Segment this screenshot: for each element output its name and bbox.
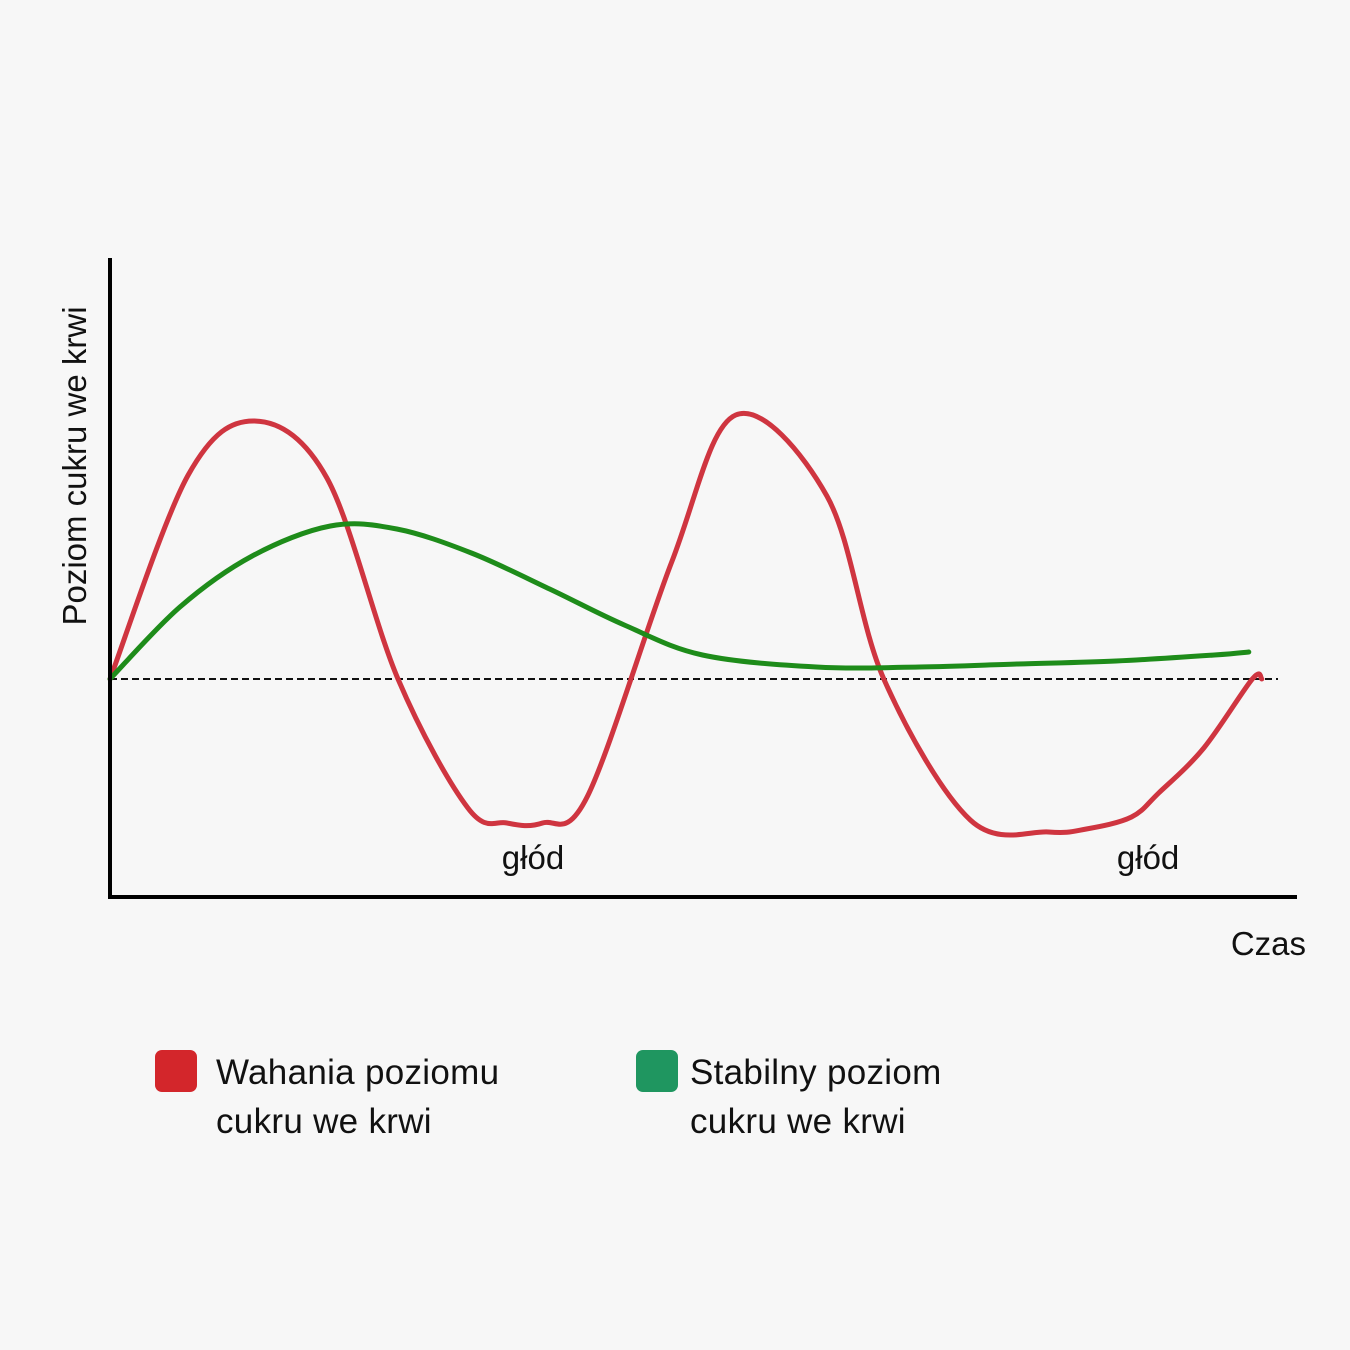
series-line-fluctuating	[107, 410, 1265, 838]
legend-swatch-red	[155, 1050, 197, 1092]
legend-label-line: Wahania poziomu	[216, 1053, 500, 1092]
legend-label-line: cukru we krwi	[690, 1102, 906, 1141]
legend-label: Wahania poziomu cukru we krwi	[216, 1048, 499, 1146]
series-line-stable	[107, 521, 1252, 682]
annotation-hunger: głód	[1117, 839, 1179, 876]
legend-label-line: Stabilny poziom	[690, 1053, 942, 1092]
legend-item-stable: Stabilny poziom cukru we krwi	[636, 1048, 942, 1146]
annotation-hunger: głód	[502, 839, 564, 876]
legend-label-line: cukru we krwi	[216, 1102, 432, 1141]
legend-item-fluctuating: Wahania poziomu cukru we krwi	[155, 1048, 499, 1146]
x-axis-label: Czas	[1231, 925, 1306, 962]
y-axis-label: Poziom cukru we krwi	[56, 306, 93, 625]
legend-swatch-green	[636, 1050, 678, 1092]
legend-label: Stabilny poziom cukru we krwi	[690, 1048, 942, 1146]
